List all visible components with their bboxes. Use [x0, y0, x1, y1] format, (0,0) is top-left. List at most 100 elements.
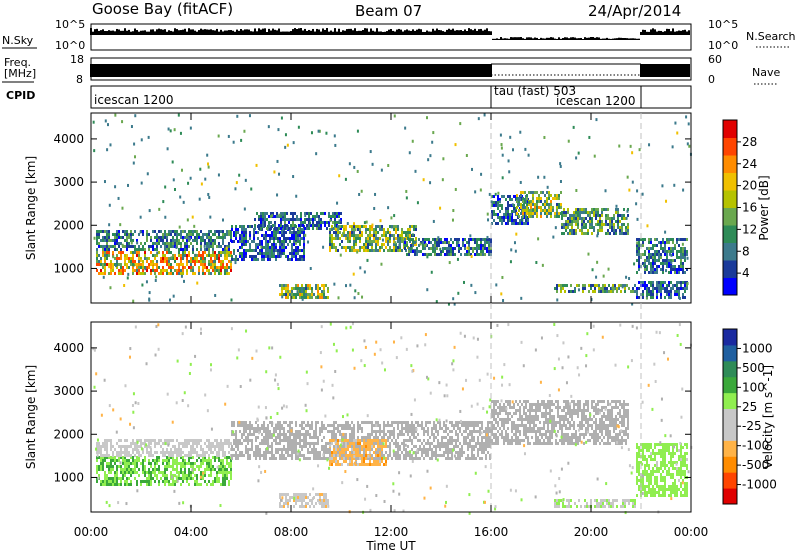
scatter-cell — [569, 217, 571, 220]
scatter-cell — [198, 260, 200, 263]
scatter-cell — [488, 250, 490, 253]
scatter-cell — [142, 462, 144, 465]
scatter-cell — [309, 436, 311, 439]
scatter-cell — [563, 223, 565, 226]
scatter-cell — [207, 192, 210, 196]
scatter-cell — [363, 451, 365, 454]
scatter-cell — [289, 442, 291, 445]
scatter-cell — [625, 216, 628, 220]
scatter-cell — [139, 259, 142, 263]
scatter-cell — [617, 226, 619, 229]
scatter-cell — [444, 241, 446, 244]
scatter-cell — [331, 237, 333, 240]
scatter-cell — [206, 266, 208, 269]
scatter-cell — [593, 226, 595, 229]
scatter-cell — [658, 250, 660, 253]
scatter-cell — [548, 197, 550, 200]
scatter-cell — [204, 263, 206, 266]
scatter-cell — [661, 184, 664, 188]
scatter-cell — [118, 245, 120, 248]
scatter-cell — [526, 206, 528, 209]
scatter-cell — [532, 215, 534, 218]
scatter-cell — [100, 483, 102, 486]
scatter-cell — [427, 439, 429, 442]
scatter-cell — [332, 221, 334, 224]
scatter-cell — [218, 230, 220, 233]
scatter-cell — [314, 218, 316, 221]
scatter-cell — [540, 215, 542, 218]
scatter-cell — [412, 244, 414, 247]
scatter-cell — [282, 218, 284, 221]
scatter-cell — [311, 287, 313, 290]
scatter-cell — [166, 248, 168, 251]
scatter-cell — [230, 236, 232, 239]
scatter-cell — [164, 215, 167, 219]
scatter-cell — [488, 244, 490, 247]
scatter-cell — [204, 257, 206, 260]
scatter-cell — [250, 187, 253, 191]
scatter-cell — [264, 215, 266, 218]
scatter-cell — [230, 474, 232, 477]
scatter-cell — [228, 480, 230, 483]
scatter-cell — [120, 448, 122, 451]
scatter-cell — [220, 471, 222, 474]
scatter-cell — [198, 468, 200, 471]
scatter-cell — [303, 427, 305, 430]
scatter-cell — [124, 230, 126, 233]
scatter-cell — [577, 288, 580, 292]
scatter-cell — [249, 457, 251, 460]
scatter-cell — [110, 462, 112, 465]
scatter-cell — [457, 291, 460, 295]
scatter-cell — [565, 211, 567, 214]
scatter-cell — [538, 197, 540, 200]
scatter-cell — [349, 433, 351, 436]
scatter-cell — [237, 228, 239, 231]
scatter-cell — [646, 259, 648, 262]
scatter-cell — [607, 214, 609, 217]
scatter-cell — [126, 480, 128, 483]
scatter-cell — [116, 248, 118, 251]
scatter-cell — [656, 259, 658, 262]
scatter-cell — [359, 249, 361, 252]
scatter-cell — [285, 231, 287, 234]
scatter-cell — [636, 189, 639, 193]
scatter-cell — [674, 284, 676, 287]
scatter-cell — [136, 448, 138, 451]
scatter-cell — [121, 206, 124, 210]
scatter-cell — [407, 445, 409, 448]
scatter-cell — [656, 265, 658, 268]
scatter-cell — [503, 213, 505, 216]
scatter-cell — [674, 247, 676, 250]
scatter-cell — [309, 293, 311, 296]
scatter-cell — [237, 445, 239, 448]
scatter-cell — [146, 445, 148, 448]
scatter-cell — [315, 424, 317, 427]
scatter-cell — [460, 253, 462, 256]
scatter-cell — [452, 241, 454, 244]
scatter-cell — [166, 269, 168, 272]
scatter-cell — [120, 236, 122, 239]
scatter-cell — [263, 421, 265, 424]
scatter-cell — [122, 477, 124, 480]
scatter-cell — [280, 224, 282, 227]
scatter-cell — [534, 209, 536, 212]
scatter-cell — [513, 210, 515, 213]
scatter-cell — [106, 148, 109, 152]
scatter-cell — [174, 233, 176, 236]
scatter-cell — [491, 222, 493, 225]
scatter-cell — [296, 218, 298, 221]
scatter-cell — [417, 424, 419, 427]
scatter-cell — [184, 236, 186, 239]
scatter-cell — [558, 215, 560, 218]
scatter-cell — [395, 246, 397, 249]
scatter-cell — [638, 268, 640, 271]
scatter-cell — [559, 164, 562, 168]
scatter-cell — [182, 442, 184, 445]
scatter-cell — [114, 239, 116, 242]
scatter-cell — [279, 442, 281, 445]
scatter-cell — [144, 242, 146, 245]
scatter-cell — [112, 255, 115, 259]
scatter-cell — [130, 471, 132, 474]
scatter-cell — [104, 257, 106, 260]
scatter-cell — [666, 250, 668, 253]
